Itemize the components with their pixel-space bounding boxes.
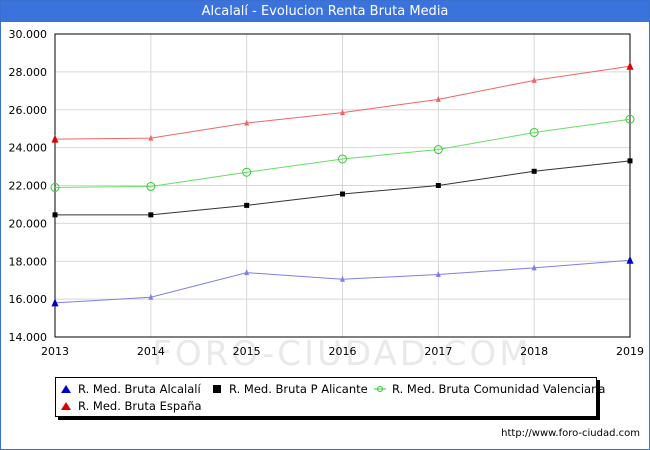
data-point: [148, 293, 154, 300]
legend-label: R. Med. Bruta España: [78, 399, 202, 413]
y-tick-label: 14.000: [9, 331, 48, 344]
data-point: [148, 212, 154, 218]
data-point: [626, 61, 634, 70]
data-point: [531, 76, 537, 83]
data-point: [531, 264, 537, 271]
triangle-marker-icon: [61, 402, 71, 410]
axes: 14.000 16.000 18.000 20.000 22.000 24.000 26.0…: [9, 28, 645, 358]
series-line: [52, 158, 633, 218]
data-point: [435, 271, 441, 278]
chart-title: Alcalalí - Evolucion Renta Bruta Media: [1, 1, 649, 22]
watermark: FORO-CIUDAD.COM: [152, 334, 531, 374]
legend-label: R. Med. Bruta Alcalalí: [78, 382, 201, 396]
x-tick-label: 2013: [41, 345, 69, 358]
x-tick-label: 2019: [616, 345, 644, 358]
data-point: [244, 202, 250, 208]
legend-label: R. Med. Bruta Comunidad Valenciana: [392, 382, 606, 396]
series-line: [51, 61, 634, 143]
series-line: [50, 114, 635, 192]
data-point: [244, 119, 250, 126]
source-credit: http://www.foro-ciudad.com: [501, 428, 640, 439]
y-tick-label: 28.000: [9, 66, 48, 79]
data-point: [340, 109, 345, 116]
y-tick-label: 26.000: [9, 104, 48, 117]
legend-label: R. Med. Bruta P Alicante: [229, 382, 368, 396]
series-line: [51, 255, 634, 307]
legend: R. Med. Bruta Alcalalí R. Med. Bruta P A…: [55, 377, 605, 417]
data-point: [435, 183, 441, 188]
x-tick-label: 2018: [520, 345, 548, 358]
y-tick-label: 20.000: [9, 217, 48, 230]
triangle-marker-icon: [61, 385, 71, 393]
data-point: [531, 168, 537, 174]
y-tick-label: 24.000: [9, 142, 48, 155]
data-point: [340, 191, 345, 197]
data-point: [626, 255, 634, 264]
data-point: [340, 275, 345, 282]
data-point: [338, 154, 347, 164]
data-point: [625, 114, 635, 124]
data-point: [50, 182, 60, 192]
y-tick-label: 16.000: [9, 293, 48, 306]
data-point: [244, 269, 250, 276]
y-tick-label: 18.000: [9, 255, 48, 268]
square-marker-icon: [213, 385, 221, 393]
y-tick-label: 22.000: [9, 180, 48, 193]
data-point: [51, 134, 59, 143]
x-tick-label: 2016: [329, 345, 357, 358]
data-point: [627, 158, 633, 164]
data-point: [435, 95, 441, 102]
x-tick-label: 2014: [137, 345, 165, 358]
data-point: [529, 127, 539, 137]
data-point: [242, 167, 252, 177]
data-point: [433, 145, 443, 155]
series: [50, 61, 635, 307]
x-tick-label: 2015: [233, 345, 261, 358]
x-tick-label: 2017: [424, 345, 452, 358]
series-path: [54, 118, 631, 188]
circle-marker-icon: [374, 386, 386, 392]
plot-area: [54, 33, 631, 338]
data-point: [148, 134, 154, 141]
data-point: [146, 181, 156, 191]
y-tick-label: 30.000: [9, 28, 48, 41]
data-point: [51, 298, 59, 307]
data-point: [52, 212, 58, 218]
